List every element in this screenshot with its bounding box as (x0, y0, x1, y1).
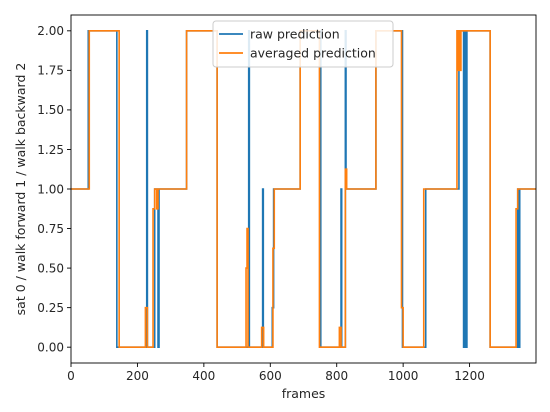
y-tick-label: 0.00 (37, 340, 64, 354)
y-tick-label: 1.25 (37, 143, 64, 157)
y-tick-label: 1.75 (37, 64, 64, 78)
y-tick-label: 2.00 (37, 24, 64, 38)
legend-label-raw-prediction: raw prediction (250, 27, 340, 42)
legend: raw prediction averaged prediction (212, 20, 394, 68)
x-tick-label: 1200 (454, 369, 485, 383)
x-tick-label: 600 (259, 369, 282, 383)
x-tick-label: 200 (126, 369, 149, 383)
plot-frame (70, 14, 537, 364)
plot-lines (71, 30, 536, 348)
y-axis-ticks: 0.00 0.25 0.50 0.75 1.00 1.25 1.50 1.75 2.00 (37, 24, 71, 354)
x-tick-label: 800 (325, 369, 348, 383)
y-tick-label: 1.50 (37, 103, 64, 117)
series-line-raw-prediction (71, 30, 536, 348)
series-line-averaged-prediction (71, 30, 536, 348)
x-axis-label: frames (282, 386, 326, 401)
y-tick-label: 0.25 (37, 301, 64, 315)
legend-label-averaged-prediction: averaged prediction (250, 46, 376, 61)
y-tick-label: 1.00 (37, 182, 64, 196)
legend-box (212, 20, 394, 68)
x-tick-label: 0 (67, 369, 75, 383)
x-tick-label: 400 (192, 369, 215, 383)
y-tick-label: 0.75 (37, 222, 64, 236)
x-axis-ticks: 0 200 400 600 800 1000 1200 (67, 363, 485, 383)
y-tick-label: 0.50 (37, 261, 64, 275)
x-tick-label: 1000 (388, 369, 419, 383)
y-axis-label: sat 0 / walk forward 1 / walk backward 2 (13, 63, 28, 316)
